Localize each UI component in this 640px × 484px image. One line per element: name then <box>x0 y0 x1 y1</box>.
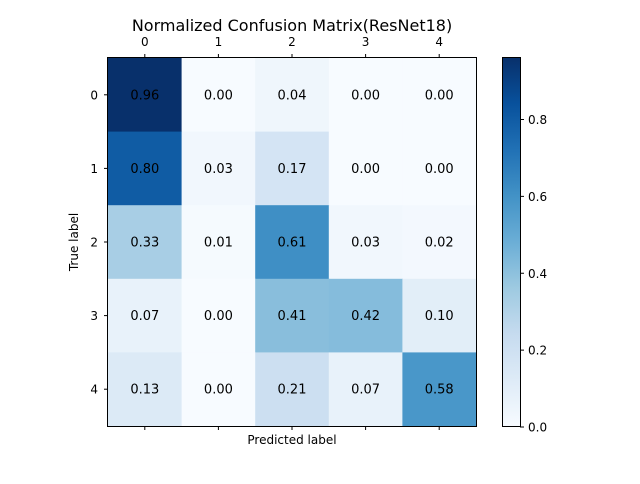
heatmap-cell <box>328 352 403 427</box>
cell-value-label: 0.10 <box>425 309 454 324</box>
heatmap-cell <box>108 58 183 133</box>
heatmap-cell <box>255 205 330 280</box>
colorbar <box>502 57 521 427</box>
heatmap-cell <box>108 352 183 427</box>
heatmap-cell <box>328 131 403 206</box>
cell-value-label: 0.21 <box>278 383 307 398</box>
cell-value-label: 0.96 <box>130 88 159 103</box>
heatmap-cell <box>255 352 330 427</box>
cell-value-label: 0.80 <box>130 162 159 177</box>
heatmap-cell <box>328 205 403 280</box>
heatmap-cell <box>402 131 477 206</box>
cell-value-label: 0.02 <box>425 236 454 251</box>
cell-value-label: 0.07 <box>351 383 380 398</box>
x-tick-label: 3 <box>362 35 370 49</box>
cell-value-label: 0.04 <box>278 88 307 103</box>
y-tick-label: 3 <box>90 309 98 323</box>
y-tick-label: 1 <box>90 162 98 176</box>
x-axis-bottom-ticks <box>144 426 440 430</box>
cell-value-label: 0.33 <box>130 236 159 251</box>
cell-value-label: 0.00 <box>425 88 454 103</box>
colorbar-tick-label: 0.2 <box>528 344 547 358</box>
heatmap-cell <box>255 278 330 353</box>
heatmap-cell <box>328 278 403 353</box>
y-tick-label: 0 <box>90 88 98 102</box>
heatmap-cell <box>108 131 183 206</box>
cell-value-label: 0.00 <box>351 88 380 103</box>
cell-value-label: 0.17 <box>278 162 307 177</box>
cell-value-label: 0.41 <box>278 309 307 324</box>
heatmap-cell <box>108 205 183 280</box>
heatmap-cell <box>181 58 256 133</box>
cell-value-label: 0.00 <box>204 88 233 103</box>
cell-value-label: 0.01 <box>204 236 233 251</box>
heatmap-cell <box>402 58 477 133</box>
heatmap-cell <box>181 278 256 353</box>
heatmap-cell <box>255 131 330 206</box>
colorbar-tick-label: 0.8 <box>528 113 547 127</box>
y-tick-label: 4 <box>90 383 98 397</box>
heatmap-cell <box>108 278 183 353</box>
colorbar-tick-label: 0.6 <box>528 190 547 204</box>
heatmap-cell <box>328 58 403 133</box>
x-axis-ticks: 0 1 2 3 4 <box>141 35 443 58</box>
y-tick-label: 2 <box>90 236 98 250</box>
heatmap-cell <box>255 58 330 133</box>
cell-value-label: 0.58 <box>425 383 454 398</box>
colorbar-tick-label: 0.4 <box>528 267 547 281</box>
cell-value-label: 0.13 <box>130 383 159 398</box>
cell-value-label: 0.61 <box>278 236 307 251</box>
x-tick-label: 0 <box>141 35 149 49</box>
cell-value-label: 0.00 <box>204 309 233 324</box>
cell-value-label: 0.07 <box>130 309 159 324</box>
y-axis-label: True label <box>67 213 81 272</box>
heatmap-cell <box>181 131 256 206</box>
cell-value-label: 0.00 <box>351 162 380 177</box>
chart-title: Normalized Confusion Matrix(ResNet18) <box>132 16 452 35</box>
heatmap-cell <box>181 352 256 427</box>
colorbar-ticks: 0.0 0.2 0.4 0.6 0.8 <box>520 113 547 435</box>
heatmap-cells <box>108 58 477 427</box>
x-tick-label: 2 <box>288 35 296 49</box>
heatmap-cell <box>181 205 256 280</box>
colorbar-tick-label: 0.0 <box>528 421 547 435</box>
cell-value-label: 0.03 <box>351 236 380 251</box>
cell-value-label: 0.00 <box>425 162 454 177</box>
y-axis-ticks: 0 1 2 3 4 <box>90 88 108 397</box>
heatmap-cell <box>402 352 477 427</box>
heatmap-cell <box>402 278 477 353</box>
cell-value-label: 0.00 <box>204 383 233 398</box>
cell-value-label: 0.42 <box>351 309 380 324</box>
x-axis-label: Predicted label <box>247 433 336 447</box>
x-tick-label: 4 <box>435 35 443 49</box>
x-tick-label: 1 <box>215 35 223 49</box>
cell-value-label: 0.03 <box>204 162 233 177</box>
cell-value-labels: 0.96 0.00 0.04 0.00 0.00 0.80 0.03 0.17 0.00 0.00… <box>130 88 453 397</box>
heatmap-cell <box>402 205 477 280</box>
